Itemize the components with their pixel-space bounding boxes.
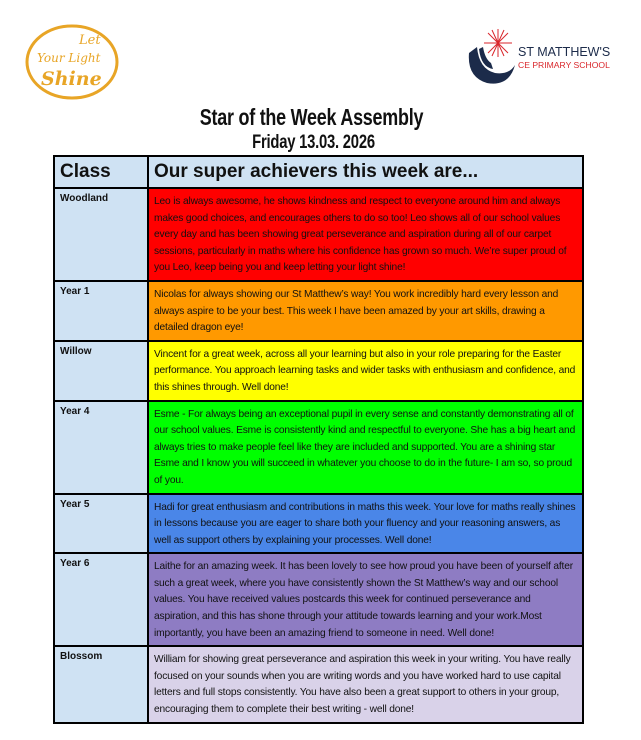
class-name: Year 4 bbox=[53, 399, 149, 495]
svg-text:Shine: Shine bbox=[41, 68, 102, 90]
achiever-message: Hadi for great enthusiasm and contributi… bbox=[147, 492, 584, 555]
table-row: Year 5 Hadi for great enthusiasm and cont… bbox=[53, 492, 584, 555]
table-row: Willow Vincent for a great week, across a… bbox=[53, 339, 584, 402]
svg-text:Your Light: Your Light bbox=[37, 51, 101, 65]
class-name: Year 6 bbox=[53, 552, 149, 648]
class-name: Blossom bbox=[53, 645, 149, 724]
achiever-message: Nicolas for always showing our St Matthe… bbox=[147, 279, 584, 342]
achiever-message: Esme - For always being an exceptional p… bbox=[147, 399, 584, 495]
table-row: Woodland Leo is always awesome, he shows… bbox=[53, 187, 584, 282]
svg-text:CE PRIMARY SCHOOL: CE PRIMARY SCHOOL bbox=[518, 60, 610, 70]
class-column-header: Class bbox=[53, 155, 149, 189]
class-name: Woodland bbox=[53, 187, 149, 282]
achiever-message: William for showing great perseverance a… bbox=[147, 645, 584, 724]
table-row: Year 1 Nicolas for always showing our St … bbox=[53, 279, 584, 342]
class-name: Willow bbox=[53, 339, 149, 402]
st-matthews-school-logo: ST MATTHEW'S CE PRIMARY SCHOOL bbox=[468, 29, 610, 84]
table-row: Year 6 Laithe for an amazing week. It has… bbox=[53, 552, 584, 648]
let-your-light-shine-logo: Let Your Light Shine bbox=[25, 24, 119, 100]
svg-text:Let: Let bbox=[78, 33, 101, 48]
assembly-date: Friday 13.03. 2026 bbox=[252, 132, 375, 153]
table-row: Blossom William for showing great perseve… bbox=[53, 645, 584, 724]
achiever-message: Laithe for an amazing week. It has been … bbox=[147, 552, 584, 648]
achiever-message: Vincent for a great week, across all you… bbox=[147, 339, 584, 402]
achievers-column-header: Our super achievers this week are... bbox=[147, 155, 584, 189]
achiever-message: Leo is always awesome, he shows kindness… bbox=[147, 187, 584, 282]
page-title: Star of the Week Assembly bbox=[199, 104, 424, 130]
table-row: Year 4 Esme - For always being an excepti… bbox=[53, 399, 584, 495]
svg-text:ST MATTHEW'S: ST MATTHEW'S bbox=[518, 45, 610, 59]
class-name: Year 1 bbox=[53, 279, 149, 342]
star-of-week-table: Class Our super achievers this week are.… bbox=[53, 155, 584, 724]
class-name: Year 5 bbox=[53, 492, 149, 555]
